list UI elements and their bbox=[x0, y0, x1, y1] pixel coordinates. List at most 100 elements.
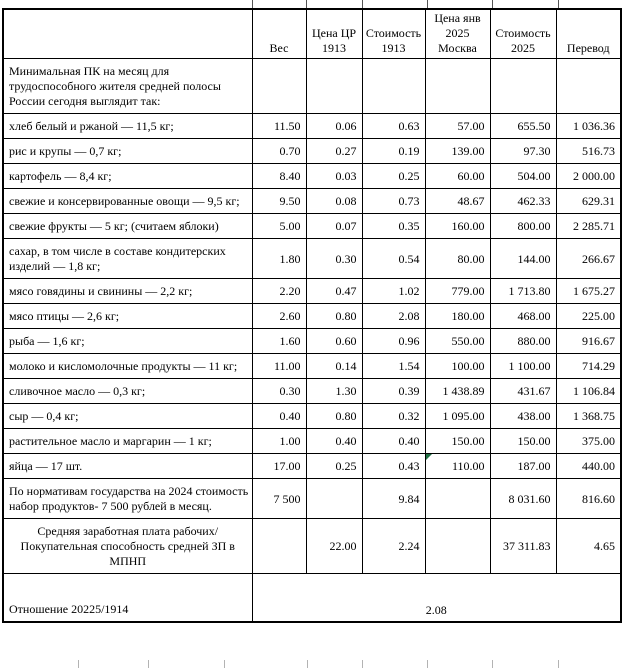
row-label: свежие фрукты — 5 кг; (считаем яблоки) bbox=[2, 213, 253, 239]
table-row: По нормативам государства на 2024 стоимо… bbox=[2, 478, 622, 519]
table-row: молоко и кисломолочные продукты — 11 кг;… bbox=[2, 353, 622, 379]
row-label: молоко и кисломолочные продукты — 11 кг; bbox=[2, 353, 253, 379]
cell-value: 8 031.60 bbox=[489, 478, 557, 519]
grid-tick-top bbox=[306, 0, 307, 8]
row-label: рис и крупы — 0,7 кг; bbox=[2, 138, 253, 164]
cell-value: 0.25 bbox=[361, 163, 426, 189]
ratio-merged-value: 2.08 bbox=[251, 573, 622, 623]
cell-value: 0.06 bbox=[305, 113, 363, 139]
column-header-2: Цена ЦР 1913 bbox=[305, 8, 363, 59]
grid-tick-bottom bbox=[558, 660, 559, 668]
cell-value: 1.30 bbox=[305, 378, 363, 404]
table-row: сливочное масло — 0,3 кг; 0.30 1.30 0.39 1 4… bbox=[2, 378, 622, 404]
row-label: хлеб белый и ржаной — 11,5 кг; bbox=[2, 113, 253, 139]
table-row: мясо птицы — 2,6 кг; 2.60 0.80 2.08 180.00 46… bbox=[2, 303, 622, 329]
row-label: Минимальная ПК на месяц для трудоспособн… bbox=[2, 58, 253, 114]
grid-tick-top bbox=[492, 0, 493, 8]
cell-value: 9.50 bbox=[251, 188, 307, 214]
cell-value: 187.00 bbox=[489, 453, 557, 479]
cell-value: 1.54 bbox=[361, 353, 426, 379]
table-body: Минимальная ПК на месяц для трудоспособн… bbox=[2, 58, 622, 623]
cell-value: 9.84 bbox=[361, 478, 426, 519]
table-row: сахар, в том числе в составе кондитерски… bbox=[2, 238, 622, 279]
table-row: хлеб белый и ржаной — 11,5 кг; 11.50 0.06 0… bbox=[2, 113, 622, 139]
cell-value: 2.60 bbox=[251, 303, 307, 329]
grid-tick-bottom bbox=[362, 660, 363, 668]
cell-value: 375.00 bbox=[555, 428, 622, 454]
cell-value: 0.32 bbox=[361, 403, 426, 429]
cell-value: 462.33 bbox=[489, 188, 557, 214]
cell-value: 5.00 bbox=[251, 213, 307, 239]
row-label: свежие и консервированные овощи — 9,5 кг… bbox=[2, 188, 253, 214]
cell-value: 11.00 bbox=[251, 353, 307, 379]
cell-value: 0.96 bbox=[361, 328, 426, 354]
cell-value: 1 036.36 bbox=[555, 113, 622, 139]
row-label: сыр — 0,4 кг; bbox=[2, 403, 253, 429]
cell-value: 2.24 bbox=[361, 518, 426, 574]
cell-value bbox=[489, 58, 557, 114]
cell-value: 60.00 bbox=[424, 163, 491, 189]
cell-value: 97.30 bbox=[489, 138, 557, 164]
cell-value: 0.39 bbox=[361, 378, 426, 404]
cell-value: 504.00 bbox=[489, 163, 557, 189]
cell-value: 57.00 bbox=[424, 113, 491, 139]
cell-value: 110.00 bbox=[424, 453, 491, 479]
row-label: Средняя заработная плата рабочих/Покупат… bbox=[2, 518, 253, 574]
grid-tick-bottom bbox=[224, 660, 225, 668]
cell-value: 714.29 bbox=[555, 353, 622, 379]
cell-value: 4.65 bbox=[555, 518, 622, 574]
cell-value: 8.40 bbox=[251, 163, 307, 189]
cell-value: 1 100.00 bbox=[489, 353, 557, 379]
cell-value: 7 500 bbox=[251, 478, 307, 519]
column-header-6: Перевод bbox=[555, 8, 622, 59]
cell-value: 0.03 bbox=[305, 163, 363, 189]
cell-value: 0.80 bbox=[305, 303, 363, 329]
cell-value: 0.60 bbox=[305, 328, 363, 354]
cell-value: 0.30 bbox=[251, 378, 307, 404]
cell-value: 150.00 bbox=[489, 428, 557, 454]
cell-value: 1 106.84 bbox=[555, 378, 622, 404]
row-label: сахар, в том числе в составе кондитерски… bbox=[2, 238, 253, 279]
row-label: рыба — 1,6 кг; bbox=[2, 328, 253, 354]
cell-value: 144.00 bbox=[489, 238, 557, 279]
cell-value: 1.60 bbox=[251, 328, 307, 354]
cell-value: 916.67 bbox=[555, 328, 622, 354]
cell-value: 0.25 bbox=[305, 453, 363, 479]
row-label: мясо говядины и свинины — 2,2 кг; bbox=[2, 278, 253, 304]
cell-value: 0.70 bbox=[251, 138, 307, 164]
cell-value: 0.40 bbox=[361, 428, 426, 454]
cell-value: 779.00 bbox=[424, 278, 491, 304]
table-row: сыр — 0,4 кг; 0.40 0.80 0.32 1 095.00 438.00 1… bbox=[2, 403, 622, 429]
cell-value: 0.35 bbox=[361, 213, 426, 239]
cell-value: 1.80 bbox=[251, 238, 307, 279]
cell-value: 2.20 bbox=[251, 278, 307, 304]
cell-value bbox=[424, 518, 491, 574]
table-row: картофель — 8,4 кг; 8.40 0.03 0.25 60.00 504.… bbox=[2, 163, 622, 189]
cell-value: 11.50 bbox=[251, 113, 307, 139]
cell-value bbox=[424, 478, 491, 519]
table-row: Средняя заработная плата рабочих/Покупат… bbox=[2, 518, 622, 574]
cell-value: 1 675.27 bbox=[555, 278, 622, 304]
cell-value: 225.00 bbox=[555, 303, 622, 329]
cell-value: 0.43 bbox=[361, 453, 426, 479]
cell-value: 2 285.71 bbox=[555, 213, 622, 239]
cell-value: 160.00 bbox=[424, 213, 491, 239]
grid-tick-bottom bbox=[492, 660, 493, 668]
cell-value: 0.14 bbox=[305, 353, 363, 379]
table-row: свежие и консервированные овощи — 9,5 кг… bbox=[2, 188, 622, 214]
cell-value: 0.73 bbox=[361, 188, 426, 214]
cell-value: 816.60 bbox=[555, 478, 622, 519]
cell-value: 0.47 bbox=[305, 278, 363, 304]
cell-value: 17.00 bbox=[251, 453, 307, 479]
cell-value bbox=[305, 478, 363, 519]
cell-value: 0.40 bbox=[305, 428, 363, 454]
cell-value: 550.00 bbox=[424, 328, 491, 354]
cell-value: 37 311.83 bbox=[489, 518, 557, 574]
cell-value bbox=[424, 58, 491, 114]
cell-value: 48.67 bbox=[424, 188, 491, 214]
column-header-4: Цена янв 2025 Москва bbox=[424, 8, 491, 59]
cell-value: 150.00 bbox=[424, 428, 491, 454]
grid-tick-top bbox=[427, 0, 428, 8]
cell-value: 80.00 bbox=[424, 238, 491, 279]
